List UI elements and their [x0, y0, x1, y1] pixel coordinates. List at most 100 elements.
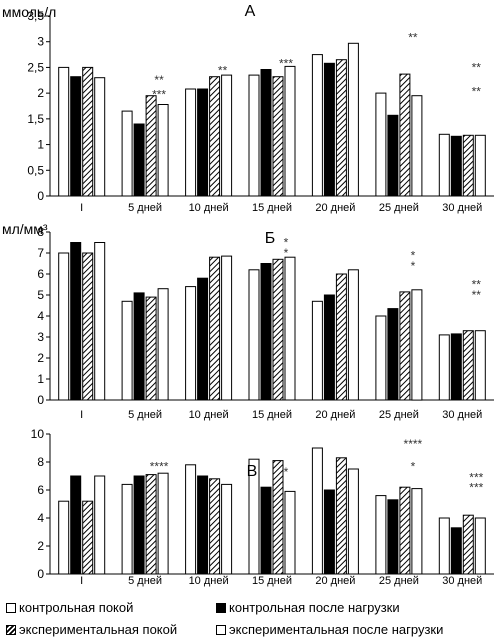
- bar-a-s2-c3: [197, 88, 209, 197]
- bar-c-s4-c5: [347, 468, 359, 575]
- significance-mark: ***: [469, 480, 483, 494]
- significance-mark: *: [411, 248, 416, 262]
- bar-b-s1-c6: [375, 315, 387, 401]
- legend-item-experimental-load: экспериментальная после нагрузки: [216, 622, 443, 637]
- y-tick-label: 3: [37, 35, 44, 49]
- bar-a-s2-c1: [70, 76, 82, 197]
- bar-a-s4-c2: [157, 104, 169, 197]
- y-tick-label: 4: [37, 511, 44, 525]
- bar-c-s4-c1: [94, 475, 106, 575]
- bar-c-s2-c5: [323, 489, 335, 575]
- chart-panel-b: 0 1 2 3 4 5 6 7 8 I 5 дней 10 дней 15 дней 20 дней 25 …: [2, 221, 494, 421]
- bar-c-s4-c7: [474, 517, 486, 575]
- bar-c-s3-c5: [335, 457, 347, 575]
- legend-label: экспериментальная после нагрузки: [229, 622, 444, 637]
- bar-c-s2-c2: [133, 475, 145, 575]
- bar-c-s4-c2: [157, 472, 169, 575]
- x-tick-label: 20 дней: [315, 202, 355, 214]
- bar-a-s4-c3: [221, 74, 233, 197]
- significance-mark: ***: [152, 87, 166, 101]
- x-tick-label: 5 дней: [128, 409, 162, 421]
- y-tick-label: 0: [37, 189, 44, 203]
- chart-panel-a: 0 0,5 1 1,5 2 2,5 3 3,5 I 5 дней 10 дней 15 дней 20 …: [2, 3, 494, 214]
- bar-a-s2-c2: [133, 123, 145, 197]
- bar-b-s4-c3: [221, 255, 233, 401]
- bar-a-s1-c6: [375, 92, 387, 197]
- legend-swatch-solid: [216, 602, 226, 613]
- significance-mark: ***: [279, 56, 293, 70]
- bar-c-s4-c3: [221, 483, 233, 575]
- bar-b-s4-c5: [347, 269, 359, 401]
- bar-a-s4-c1: [94, 77, 106, 197]
- bar-c-s1-c4: [248, 458, 260, 575]
- bar-c-s1-c6: [375, 495, 387, 575]
- bar-a-s3-c5: [335, 59, 347, 197]
- significance-mark: **: [154, 73, 164, 87]
- x-tick-label: I: [80, 575, 83, 587]
- bar-b-s3-c3: [209, 256, 221, 401]
- bar-b-s1-c2: [121, 300, 133, 401]
- y-tick-label: 6: [37, 267, 44, 281]
- significance-mark: *: [411, 459, 416, 473]
- y-tick-label: 10: [31, 427, 45, 441]
- legend-item-control-rest: контрольная покой: [6, 600, 133, 615]
- x-tick-label: 30 дней: [442, 409, 482, 421]
- panel-title: А: [245, 3, 256, 20]
- bar-b-s3-c5: [335, 273, 347, 401]
- x-tick-label: 25 дней: [379, 202, 419, 214]
- bar-c-s2-c7: [450, 527, 462, 575]
- bar-c-s1-c2: [121, 483, 133, 575]
- x-tick-label: 15 дней: [252, 409, 292, 421]
- y-tick-label: 3,5: [27, 9, 44, 23]
- bar-c-s3-c4: [272, 460, 284, 575]
- significance-mark: *: [284, 236, 289, 250]
- x-tick-label: 25 дней: [379, 575, 419, 587]
- bar-c-s3-c2: [145, 474, 157, 575]
- y-tick-label: 4: [37, 309, 44, 323]
- y-tick-label: 0: [37, 567, 44, 581]
- bar-b-s2-c7: [450, 333, 462, 401]
- bar-b-s2-c5: [323, 294, 335, 401]
- bar-a-s1-c7: [438, 133, 450, 197]
- bar-a-s3-c6: [399, 73, 411, 197]
- significance-mark: **: [218, 64, 228, 78]
- legend-item-experimental-rest: экспериментальная покой: [6, 622, 177, 637]
- y-tick-label: 8: [37, 225, 44, 239]
- bar-c-s3-c6: [399, 486, 411, 575]
- x-tick-label: 10 дней: [189, 575, 229, 587]
- panel-title: Б: [265, 230, 276, 247]
- legend-item-control-load: контрольная после нагрузки: [216, 600, 400, 615]
- y-tick-label: 2: [37, 351, 44, 365]
- x-tick-label: 15 дней: [252, 202, 292, 214]
- bar-c-s3-c7: [462, 514, 474, 575]
- y-tick-label: 6: [37, 483, 44, 497]
- legend-label: контрольная после нагрузки: [229, 600, 400, 615]
- bar-b-s4-c1: [94, 242, 106, 401]
- x-tick-label: 30 дней: [442, 575, 482, 587]
- bar-b-s4-c7: [474, 330, 486, 401]
- bar-b-s2-c3: [197, 277, 209, 401]
- x-tick-label: 5 дней: [128, 202, 162, 214]
- y-tick-label: 1: [37, 138, 44, 152]
- significance-mark: **: [472, 278, 482, 292]
- x-tick-label: 30 дней: [442, 202, 482, 214]
- significance-mark: ****: [404, 437, 423, 451]
- y-tick-label: 2: [37, 539, 44, 553]
- bar-b-s1-c1: [58, 252, 70, 401]
- y-tick-label: 7: [37, 246, 44, 260]
- bar-b-s2-c6: [387, 308, 399, 401]
- bar-a-s1-c1: [58, 66, 70, 197]
- x-tick-label: 10 дней: [189, 409, 229, 421]
- bar-a-s2-c4: [260, 69, 272, 197]
- legend-swatch-empty: [216, 624, 226, 635]
- significance-mark: *: [284, 465, 289, 479]
- bar-c-s4-c4: [284, 490, 296, 575]
- y-axis-label: мл/мм³: [2, 221, 48, 237]
- y-tick-label: 1: [37, 372, 44, 386]
- significance-mark: *: [284, 246, 289, 260]
- legend: контрольная покой контрольная после нагр…: [0, 596, 500, 644]
- figure-panels: 00,511,522,533,5I 5 дней 10 дней 15 дней 20 …: [2, 3, 494, 587]
- x-tick-label: 15 дней: [252, 575, 292, 587]
- x-tick-label: 10 дней: [189, 202, 229, 214]
- bar-b-s3-c4: [272, 258, 284, 401]
